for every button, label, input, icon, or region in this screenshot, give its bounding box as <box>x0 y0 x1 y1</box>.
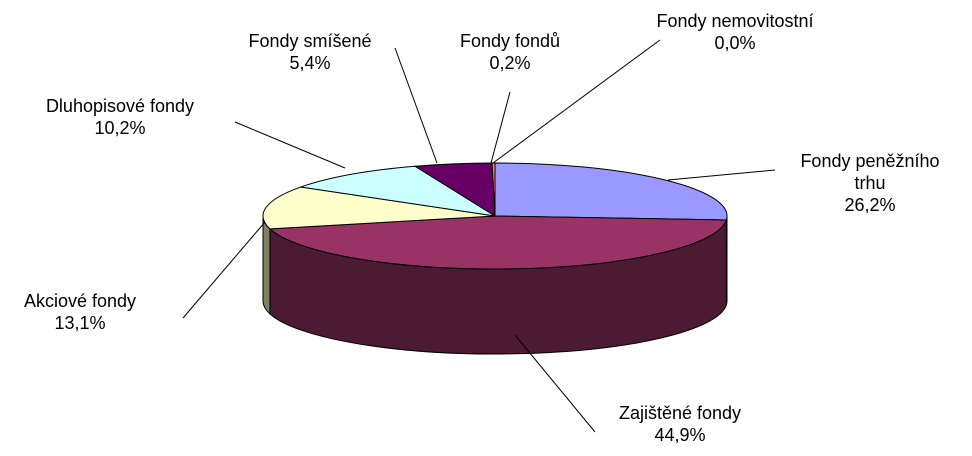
slice <box>494 162 728 221</box>
category-name: Fondy smíšené <box>248 31 372 51</box>
slice-side <box>262 215 271 315</box>
category-name: Zajištěné fondy <box>618 403 742 423</box>
slice-label: Fondy fondů 0,2% <box>430 30 590 74</box>
value-label: 44,9% <box>654 425 706 445</box>
category-name: Fondy nemovitostní <box>656 11 814 31</box>
leader-line <box>667 169 776 181</box>
category-name: Dluhopisové fondy <box>45 96 195 116</box>
value-label: 5,4% <box>289 53 331 73</box>
slice-label: Akciové fondy 13,1% <box>0 290 160 334</box>
leader-line <box>234 121 346 169</box>
leader-line <box>514 334 596 433</box>
leader-line <box>492 39 661 164</box>
leader-line <box>182 221 266 319</box>
category-name: Fondy fondů <box>459 31 561 51</box>
value-label: 0,0% <box>714 33 756 53</box>
category-name: Akciové fondy <box>23 291 137 311</box>
slice-label: Fondy smíšené 5,4% <box>220 30 400 74</box>
value-label: 26,2% <box>844 195 896 215</box>
value-label: 13,1% <box>54 313 106 333</box>
slice-label: Zajištěné fondy 44,9% <box>580 402 780 446</box>
leader-line <box>394 47 438 164</box>
value-label: 10,2% <box>94 118 146 138</box>
slice-label: Fondy nemovitostní 0,0% <box>635 10 835 54</box>
slice <box>262 186 496 230</box>
slice-label: Fondy peněžního trhu 26,2% <box>783 150 958 216</box>
slice <box>268 215 728 270</box>
slice-label: Dluhopisové fondy 10,2% <box>10 95 230 139</box>
leader-line <box>490 91 511 164</box>
category-name: Fondy peněžního trhu <box>800 151 940 193</box>
value-label: 0,2% <box>489 53 531 73</box>
slice <box>300 165 496 217</box>
